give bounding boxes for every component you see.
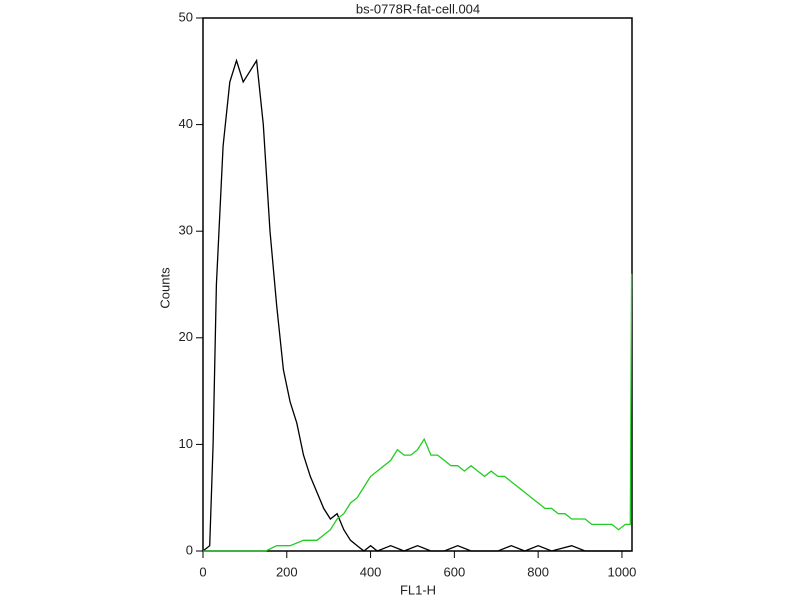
x-tick-label: 600 xyxy=(444,564,466,579)
y-tick-label: 40 xyxy=(179,116,193,131)
y-tick-label: 10 xyxy=(179,436,193,451)
x-tick-label: 0 xyxy=(199,564,206,579)
histogram-line xyxy=(202,58,631,552)
histogram-line xyxy=(203,273,633,552)
x-tick-label: 200 xyxy=(276,564,298,579)
chart-title: bs-0778R-fat-cell.004 xyxy=(356,1,480,16)
y-axis-label: Counts xyxy=(157,267,172,309)
x-tick-label: 1000 xyxy=(607,564,636,579)
y-tick-label: 50 xyxy=(179,9,193,24)
x-tick-label: 400 xyxy=(360,564,382,579)
y-tick-label: 0 xyxy=(186,542,193,557)
plot-frame xyxy=(202,17,633,552)
x-tick-label: 800 xyxy=(527,564,549,579)
x-axis-label: FL1-H xyxy=(400,582,436,597)
y-tick-label: 30 xyxy=(179,223,193,238)
y-tick-label: 20 xyxy=(179,329,193,344)
